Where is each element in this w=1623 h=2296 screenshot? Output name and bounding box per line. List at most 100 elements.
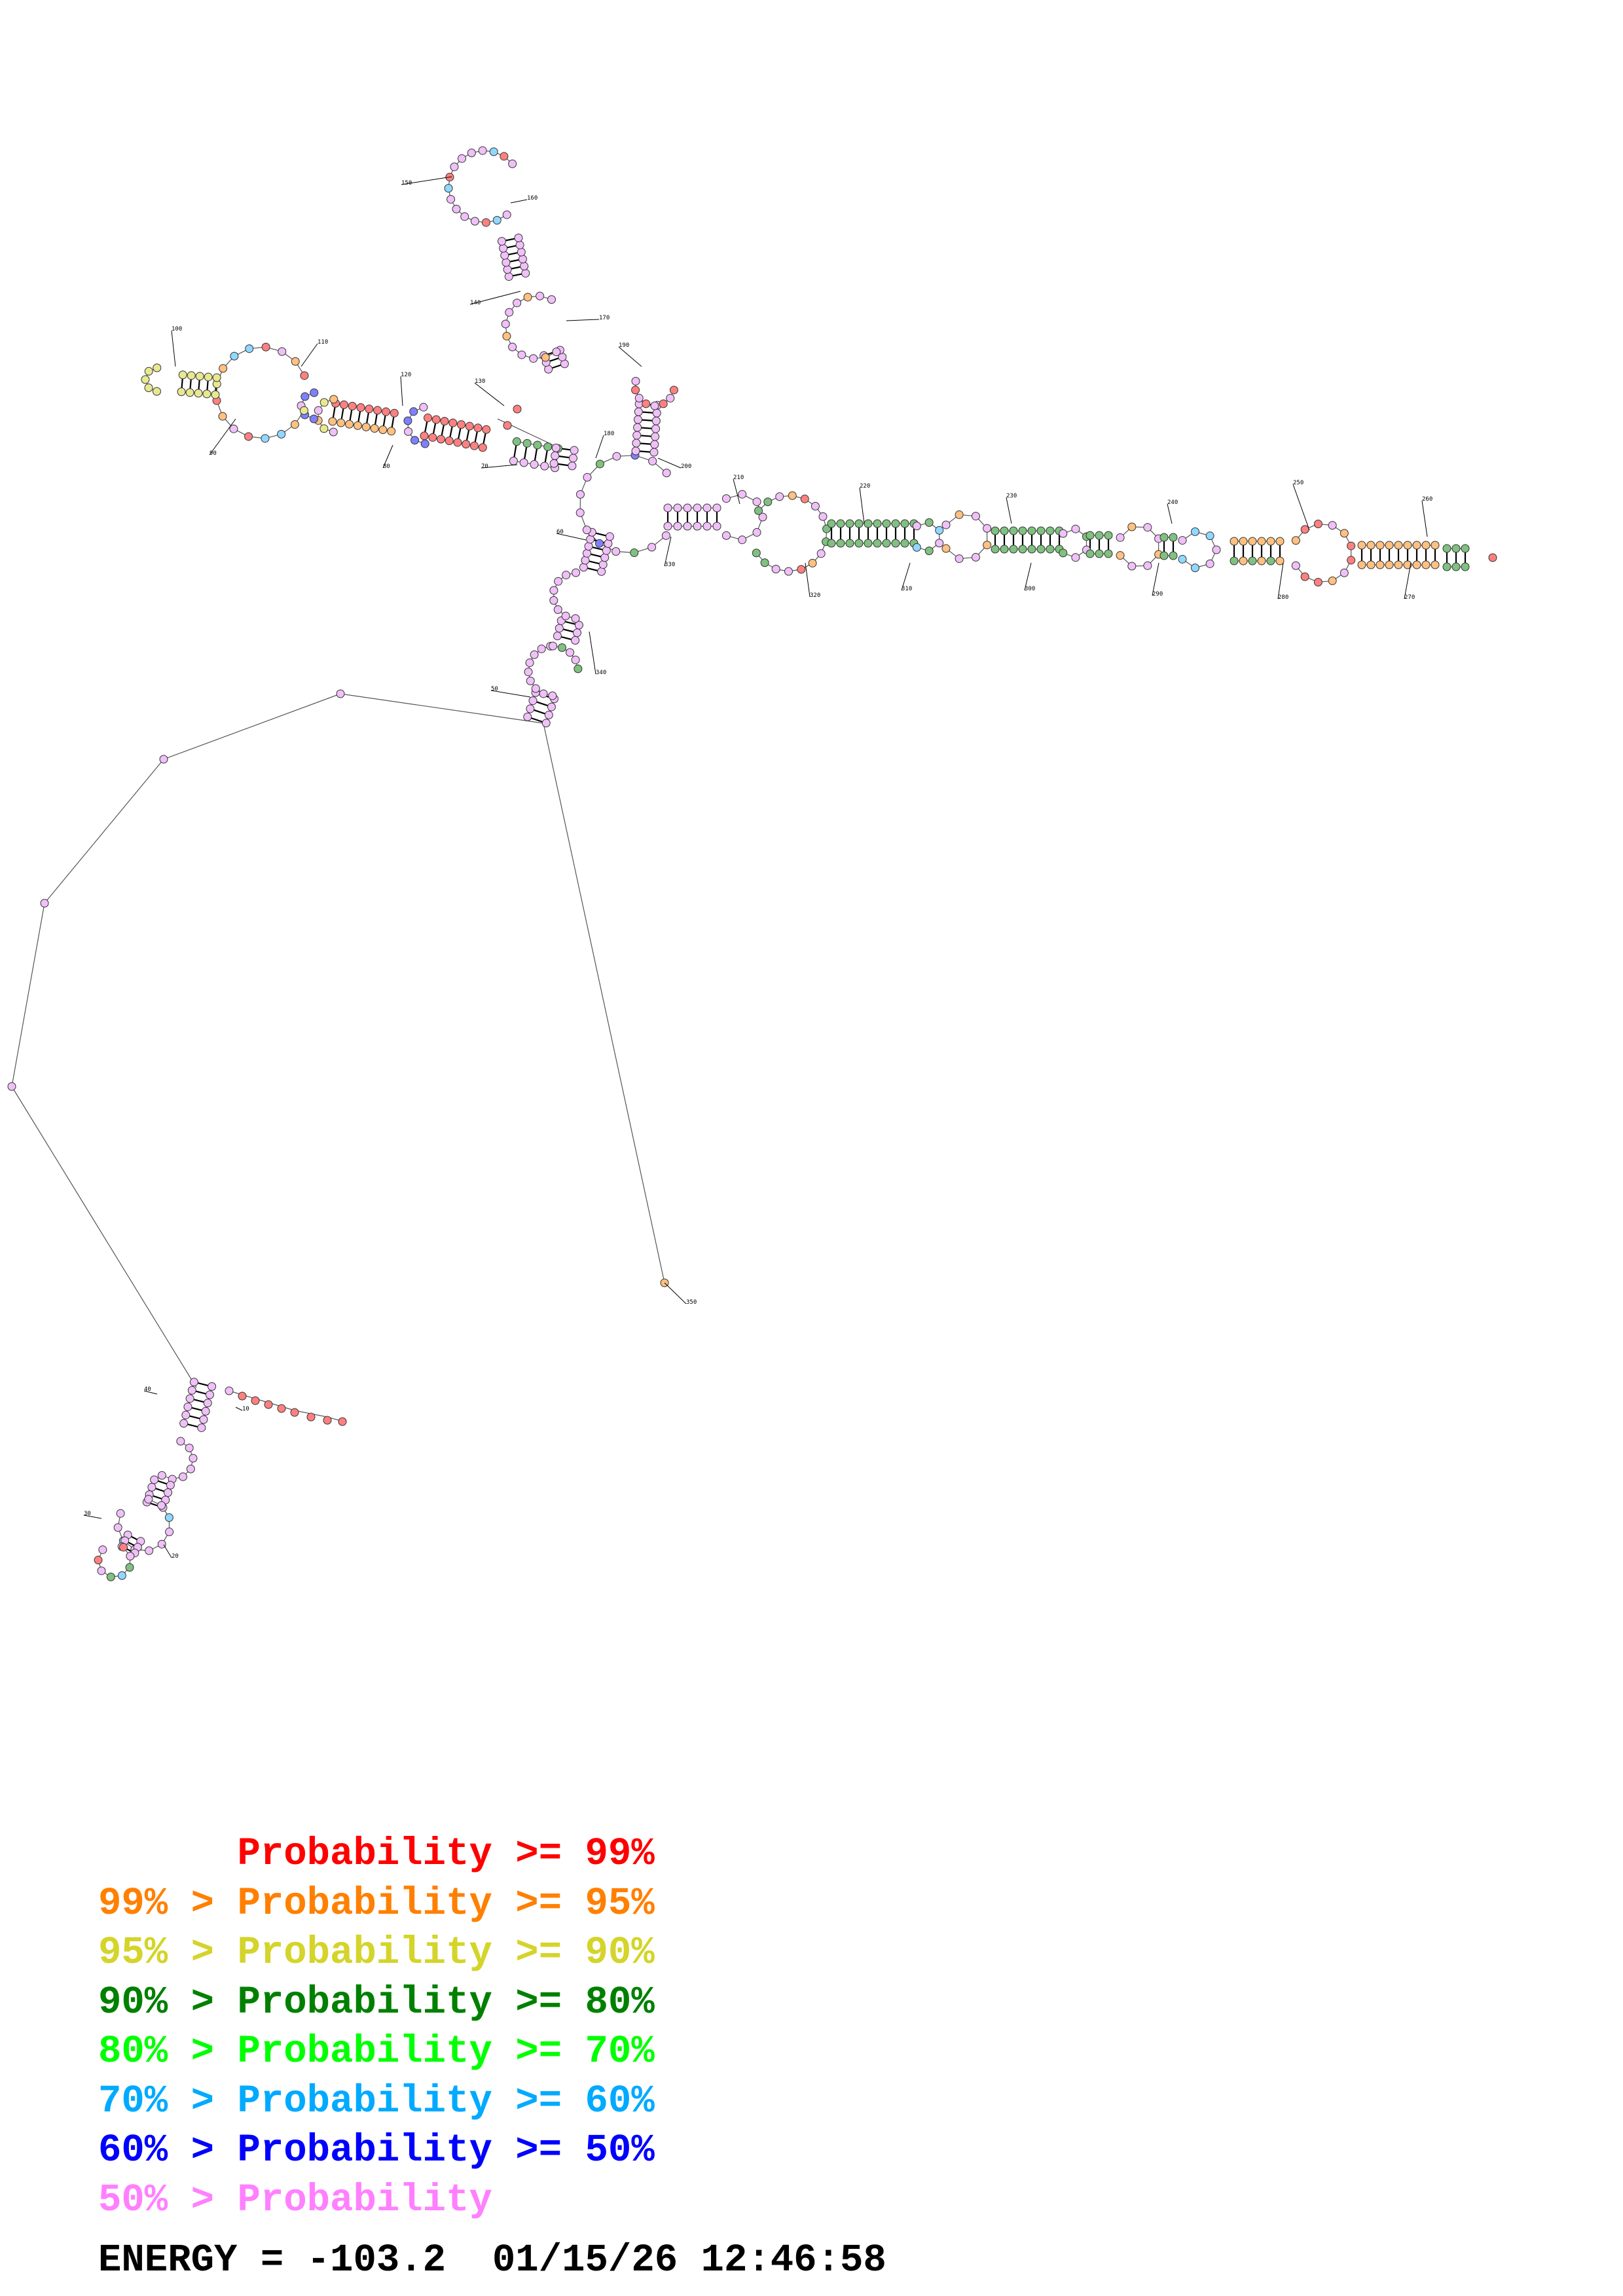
nucleotide [758,512,767,522]
nucleotide [673,522,682,531]
nucleotide [652,408,661,418]
nucleotide [187,371,196,380]
nucleotide [319,398,329,407]
nucleotide [1403,560,1412,569]
nucleotide [598,560,608,569]
nucleotide [991,526,1000,535]
nucleotide [1239,537,1248,546]
position-label: 110 [318,339,328,346]
position-label: 340 [596,670,606,676]
nucleotide [300,371,309,380]
nucleotide [502,332,511,341]
nucleotide [864,539,873,548]
nucleotide [752,548,761,558]
nucleotide [501,258,511,267]
nucleotide [1104,549,1113,558]
nucleotide [189,1378,198,1387]
nucleotide [554,577,563,586]
nucleotide [370,424,379,433]
nucleotide [166,1480,175,1490]
nucleotide [800,494,809,503]
label-leader [1006,497,1012,524]
nucleotide [648,457,657,466]
nucleotide [390,408,399,418]
nucleotide [566,648,575,657]
nucleotide [440,417,449,426]
nucleotide [195,372,204,381]
nucleotide [177,387,186,397]
nucleotide [549,596,558,605]
nucleotide [521,268,530,278]
legend-row: 95% > Probability >= 90% [98,1928,655,1978]
legend-threshold: 50% > [98,2178,238,2222]
nucleotide [40,899,49,908]
nucleotide [1385,541,1394,550]
nucleotide [178,370,187,380]
nucleotide [1059,529,1068,538]
label-leader [1421,500,1428,537]
nucleotide [519,458,528,467]
nucleotide [365,404,374,414]
nucleotide [662,469,671,478]
label-leader [235,1407,243,1411]
label-leader [1152,562,1159,596]
nucleotide [1366,541,1376,550]
nucleotide [520,262,529,271]
nucleotide [1085,531,1095,540]
legend-label: Probability >= 99% [237,1832,655,1876]
nucleotide [738,535,747,545]
nucleotide [424,413,433,422]
nucleotide [1442,562,1451,571]
nucleotide [549,459,558,468]
nucleotide [470,441,479,450]
label-leader [566,319,600,321]
nucleotide [827,519,836,528]
nucleotide [583,473,592,482]
nucleotide [523,293,532,302]
nucleotide [126,1552,135,1561]
nucleotide [238,1391,247,1401]
nucleotide [291,357,300,366]
nucleotide [504,272,513,281]
position-label: 190 [619,342,629,349]
nucleotide [941,520,951,529]
nucleotide [251,1396,260,1405]
nucleotide [579,563,588,572]
position-label: 120 [401,372,411,378]
nucleotide [106,1572,115,1581]
nucleotide [1248,537,1257,546]
nucleotide [444,184,453,193]
nucleotide [583,548,592,558]
nucleotide [673,503,682,512]
nucleotide [178,1472,187,1481]
nucleotide [935,526,944,535]
nucleotide [478,146,487,155]
nucleotide [605,532,614,541]
nucleotide [481,218,490,227]
nucleotide [218,412,227,421]
nucleotide [229,424,238,433]
nucleotide [572,568,581,577]
label-leader [209,418,236,456]
nucleotide [470,217,479,226]
nucleotide [1340,529,1349,538]
nucleotide [514,234,523,243]
nucleotide [144,367,153,376]
legend-label: Probability >= 80% [237,1980,655,2024]
nucleotide [1018,545,1027,554]
nucleotide [420,431,429,440]
nucleotide [891,539,900,548]
nucleotide [503,421,512,430]
position-label: 100 [172,326,182,332]
nucleotide [244,432,253,441]
nucleotide [693,522,702,531]
nucleotide [499,243,508,253]
nucleotide [164,1513,173,1522]
nucleotide [1300,525,1309,534]
nucleotide [403,416,412,425]
nucleotide [428,433,437,442]
nucleotide [201,1407,210,1416]
nucleotide [157,1501,166,1510]
nucleotide [530,650,539,659]
nucleotide [1275,537,1285,546]
